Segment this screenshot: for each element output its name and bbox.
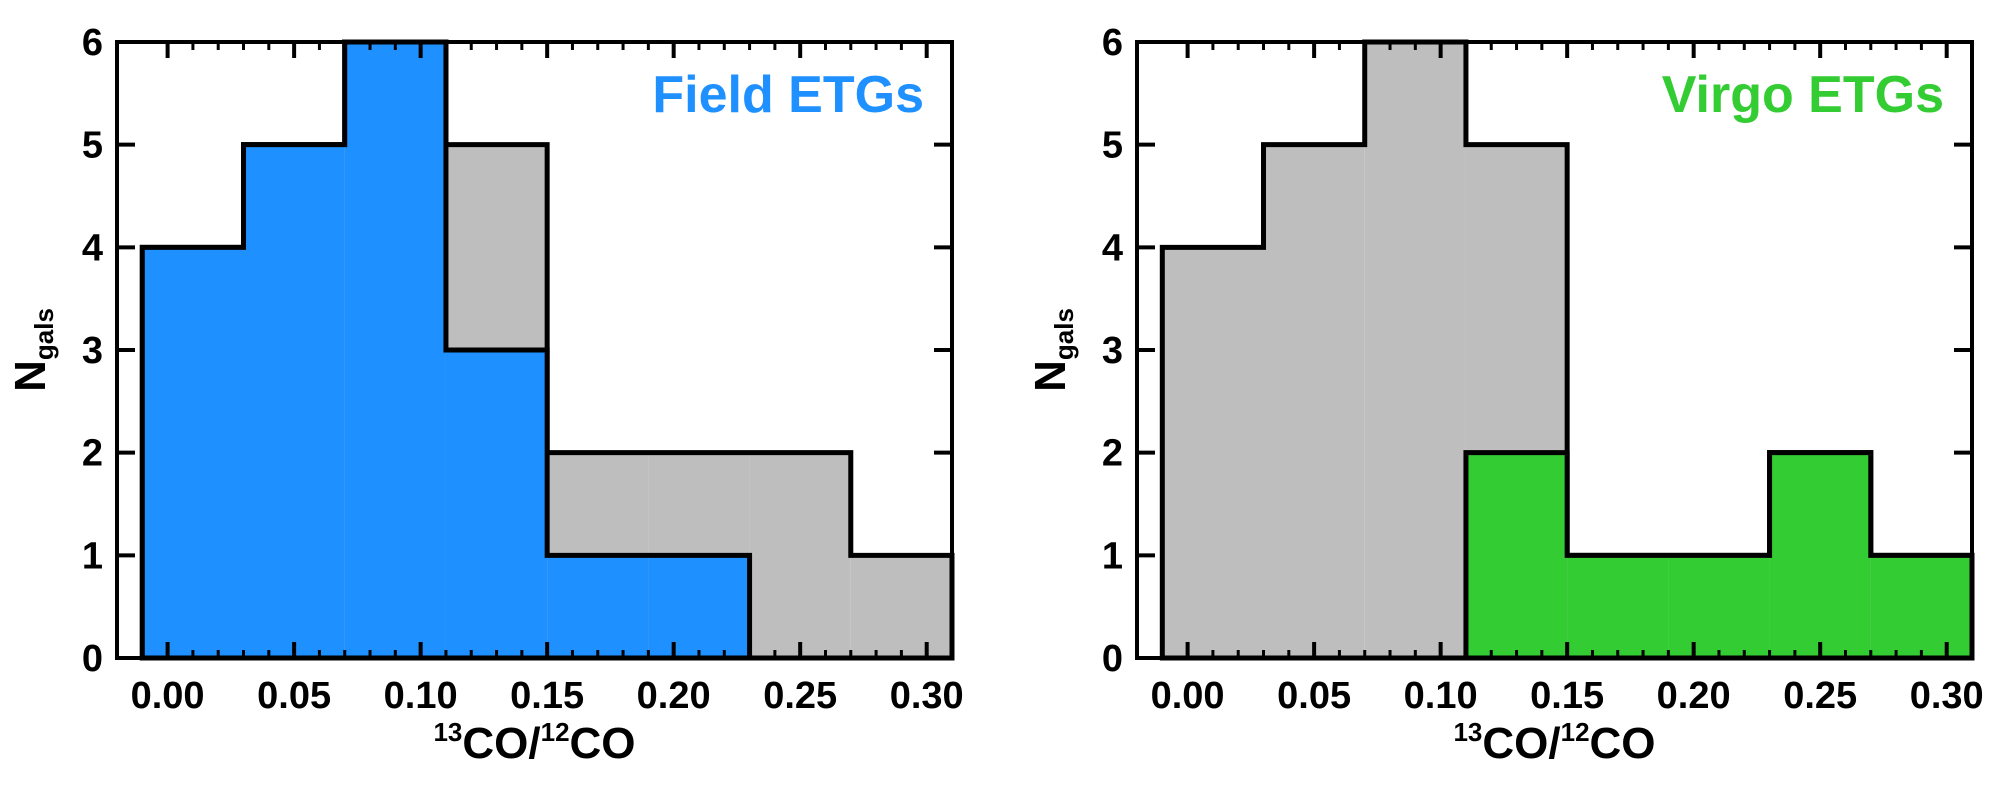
- y-axis-label: Ngals: [6, 308, 59, 392]
- x-axis-label-part: CO/: [462, 719, 540, 768]
- x-tick-label: 0.00: [1151, 675, 1225, 717]
- histogram-bar: [1465, 452, 1568, 658]
- x-tick-label: 0.15: [510, 675, 584, 717]
- x-tick-label: 0.05: [1277, 675, 1351, 717]
- y-axis-label-sub: gals: [29, 308, 59, 360]
- histogram-bar: [142, 247, 244, 659]
- histogram-bar: [445, 350, 548, 658]
- x-axis-label-part: CO/: [1482, 719, 1560, 768]
- x-axis-label-part: 13: [1453, 717, 1482, 747]
- histogram-bar: [1769, 452, 1871, 658]
- panel-field: 0.00 0.05 0.10 0.15 0.20 0.25 0.30012345613CO/…: [6, 22, 964, 768]
- histogram-bar: [1263, 144, 1365, 658]
- x-axis-label: 13CO/12CO: [1453, 717, 1655, 768]
- histogram-bar: [547, 555, 649, 658]
- y-axis-label-main: N: [1026, 360, 1075, 392]
- series-1-histogram: [139, 39, 952, 661]
- x-axis-label-part: 12: [541, 717, 570, 747]
- x-tick-label: 0.00: [131, 675, 205, 717]
- y-axis-label-main: N: [6, 360, 55, 392]
- y-tick-label: 0: [1102, 638, 1123, 680]
- y-tick-label: 5: [82, 125, 103, 167]
- histogram-bar: [344, 42, 446, 658]
- x-tick-label: 0.25: [763, 675, 837, 717]
- y-tick-label: 6: [82, 22, 103, 64]
- histogram-bar: [1567, 555, 1669, 658]
- x-tick-label: 0.25: [1783, 675, 1857, 717]
- x-axis-label-part: CO: [570, 719, 636, 768]
- histogram-bar: [850, 555, 952, 658]
- x-tick-label: 0.30: [1910, 675, 1984, 717]
- histogram-bar: [243, 144, 345, 658]
- x-axis-label: 13CO/12CO: [433, 717, 635, 768]
- x-tick-label: 0.30: [890, 675, 964, 717]
- y-tick-label: 2: [1102, 433, 1123, 475]
- x-axis-label-part: 13: [433, 717, 462, 747]
- panel-virgo: 0.00 0.05 0.10 0.15 0.20 0.25 0.30012345613CO/…: [1026, 22, 1984, 768]
- y-tick-label: 3: [82, 330, 103, 372]
- histogram-bar: [1668, 555, 1770, 658]
- x-axis-label-part: 12: [1561, 717, 1590, 747]
- y-tick-label: 6: [1102, 22, 1123, 64]
- y-axis-label: Ngals: [1026, 308, 1079, 392]
- histogram-bar: [1162, 247, 1264, 659]
- panel-annotation: Field ETGs: [652, 66, 924, 124]
- y-tick-label: 0: [82, 638, 103, 680]
- histogram-bar: [1870, 555, 1972, 658]
- histogram-bar: [1364, 42, 1466, 658]
- y-tick-label: 4: [82, 227, 103, 269]
- x-tick-label: 0.15: [1530, 675, 1604, 717]
- histogram-bar: [648, 555, 750, 658]
- x-tick-label: 0.20: [1657, 675, 1731, 717]
- y-tick-label: 4: [1102, 227, 1123, 269]
- y-tick-label: 3: [1102, 330, 1123, 372]
- histogram-bar: [749, 452, 851, 658]
- x-tick-label: 0.20: [637, 675, 711, 717]
- x-tick-label: 0.05: [257, 675, 331, 717]
- y-tick-label: 1: [1102, 535, 1123, 577]
- x-axis-label-part: CO: [1590, 719, 1656, 768]
- y-tick-label: 2: [82, 433, 103, 475]
- y-axis-label-sub: gals: [1049, 308, 1079, 360]
- y-tick-label: 1: [82, 535, 103, 577]
- x-tick-label: 0.10: [1404, 675, 1478, 717]
- panel-annotation: Virgo ETGs: [1662, 66, 1944, 124]
- x-tick-label: 0.10: [384, 675, 458, 717]
- y-tick-label: 5: [1102, 125, 1123, 167]
